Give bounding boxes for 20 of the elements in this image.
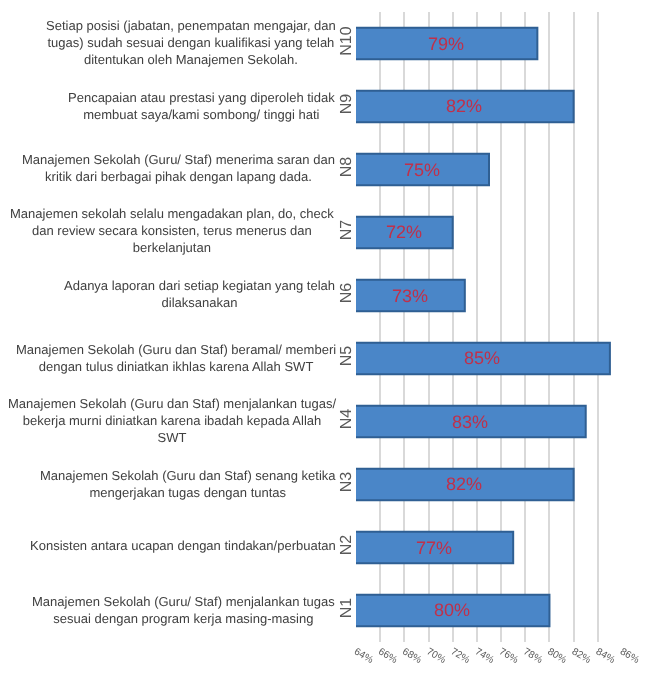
y-tick-label: N6 (336, 281, 355, 304)
y-tick-label: N9 (336, 92, 355, 115)
data-label: 79% (428, 34, 465, 54)
y-tick-label: N8 (336, 155, 355, 178)
y-tick-label: N1 (336, 596, 355, 619)
data-label: 82% (446, 474, 483, 494)
data-label: 75% (404, 160, 441, 180)
data-label: 80% (434, 600, 471, 620)
y-tick-label: N5 (336, 344, 355, 367)
data-label: 82% (446, 96, 483, 116)
y-tick-label: N4 (336, 407, 355, 430)
y-tick-label: N10 (336, 25, 355, 56)
data-label: 85% (464, 348, 501, 368)
data-label: 83% (452, 412, 489, 432)
y-tick-label: N3 (336, 470, 355, 493)
data-label: 77% (416, 538, 453, 558)
data-label: 73% (392, 286, 429, 306)
y-tick-label: N2 (336, 533, 355, 556)
data-label: 72% (386, 222, 423, 242)
y-tick-label: N7 (336, 218, 355, 241)
